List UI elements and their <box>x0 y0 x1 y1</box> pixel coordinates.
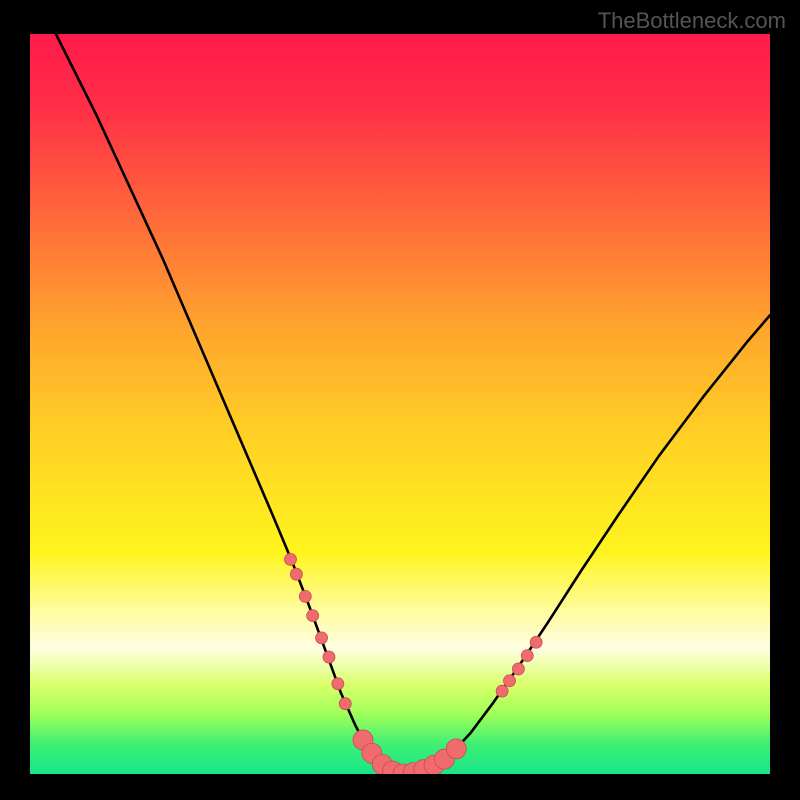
marker-left <box>316 632 328 644</box>
marker-right <box>530 636 542 648</box>
marker-left <box>332 678 344 690</box>
chart-frame: TheBottleneck.com <box>0 0 800 800</box>
marker-left <box>307 610 319 622</box>
marker-left <box>284 553 296 565</box>
watermark-text: TheBottleneck.com <box>598 8 786 34</box>
bottleneck-curve-layer <box>30 34 770 774</box>
marker-left <box>323 651 335 663</box>
marker-bottom <box>446 739 466 759</box>
marker-right <box>496 685 508 697</box>
plot-area <box>30 34 770 774</box>
marker-left <box>299 590 311 602</box>
bottleneck-curve <box>56 34 770 774</box>
marker-right <box>512 663 524 675</box>
marker-right <box>521 650 533 662</box>
marker-left <box>339 698 351 710</box>
marker-right <box>504 675 516 687</box>
marker-left <box>290 568 302 580</box>
